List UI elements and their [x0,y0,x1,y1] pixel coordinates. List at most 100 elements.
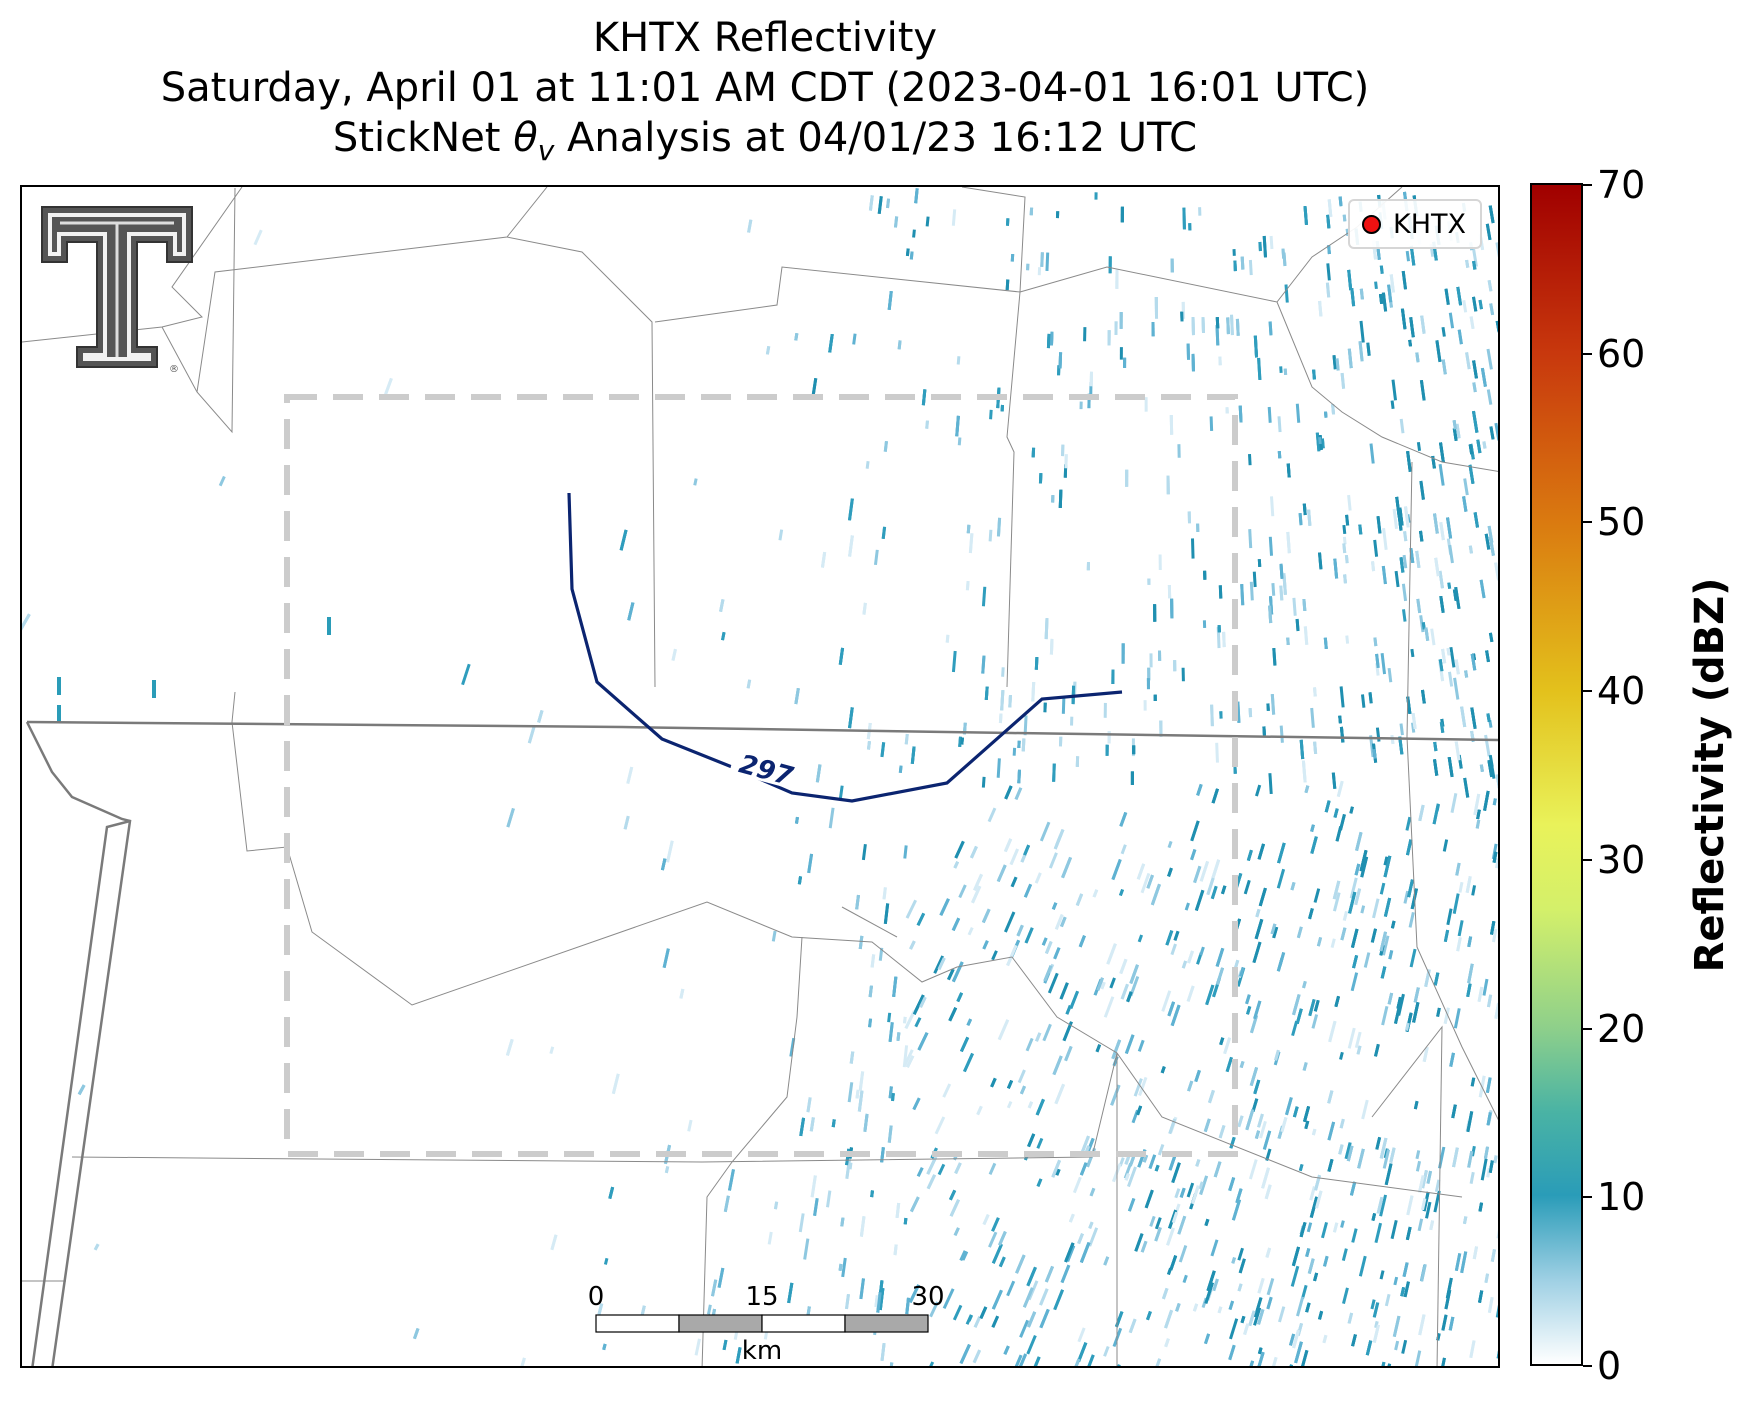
reflectivity-echo [1347,494,1352,511]
reflectivity-echo [1302,599,1307,612]
map-subtitle-datetime: Saturday, April 01 at 11:01 AM CDT (2023… [160,65,1370,111]
reflectivity-echo [1049,331,1054,346]
reflectivity-echo [1103,996,1115,1018]
reflectivity-echo [1265,1148,1272,1161]
reflectivity-echo [1482,978,1489,996]
reflectivity-echo [1182,207,1186,230]
reflectivity-echo [384,377,393,395]
reflectivity-echo [1389,1147,1396,1163]
reflectivity-echo [1187,950,1194,964]
reflectivity-echo [866,741,871,750]
reflectivity-echo [960,737,964,745]
reflectivity-echo [1372,898,1380,919]
reflectivity-echo [1128,1318,1137,1334]
reflectivity-echo [603,1257,609,1265]
reflectivity-echo [1148,1154,1157,1169]
reflectivity-echo [1060,916,1067,928]
map-legend: KHTX [1348,199,1482,249]
reflectivity-echo [877,196,883,214]
reflectivity-echo [1267,406,1272,423]
reflectivity-echo [1405,250,1411,262]
reflectivity-echo [1434,557,1440,577]
reflectivity-echo [1006,1080,1014,1089]
reflectivity-echo [1429,1220,1435,1231]
colorbar-tick-label: 50 [1597,500,1646,545]
reflectivity-echo [1406,451,1412,472]
reflectivity-echo [1324,411,1328,418]
reflectivity-echo [1240,256,1245,270]
reflectivity-echo [1006,944,1018,967]
reflectivity-echo [951,917,961,932]
reflectivity-echo [1043,965,1053,982]
reflectivity-echo [1359,320,1365,343]
reflectivity-echo [747,219,753,233]
map-panel[interactable]: 297 ® 0 15 30 km KHTX [20,185,1500,1368]
reflectivity-echo [1292,1106,1299,1118]
reflectivity-echo [1219,711,1223,719]
reflectivity-echo [1060,1264,1071,1284]
contour-line-297 [567,492,1123,803]
reflectivity-echo [1153,1358,1162,1366]
reflectivity-echo [1235,1188,1243,1204]
reflectivity-echo [1413,1100,1419,1110]
reflectivity-echo [857,1090,864,1112]
reflectivity-echo [1039,1288,1049,1306]
reflectivity-echo [1149,1215,1156,1227]
reflectivity-echo [1190,1185,1200,1205]
reflectivity-echo [1391,379,1398,401]
reflectivity-echo [1276,958,1284,972]
reflectivity-echo [1062,1021,1073,1042]
reflectivity-echo [1416,441,1422,452]
reflectivity-echo [1447,582,1452,589]
reflectivity-echo [1171,1211,1179,1224]
reflectivity-echo [1454,741,1461,761]
map-title: KHTX Reflectivity [592,15,938,61]
reflectivity-echo [778,529,784,541]
reflectivity-echo [1419,530,1424,542]
reflectivity-echo [537,710,544,723]
county-line [1006,291,1021,688]
reflectivity-echo [809,1117,815,1132]
reflectivity-echo [1343,574,1347,584]
reflectivity-echo [1431,455,1436,469]
reflectivity-echo [1118,888,1125,897]
reflectivity-echo [858,1071,865,1091]
theta-subscript: v [537,134,555,167]
reflectivity-echo [1010,254,1015,262]
reflectivity-echo [914,1017,922,1028]
reflectivity-echo [848,707,854,729]
reflectivity-echo [1338,196,1343,207]
reflectivity-echo [1103,1256,1110,1266]
reflectivity-echo [1314,1174,1321,1191]
reflectivity-echo [1190,849,1197,861]
reflectivity-echo [886,198,891,209]
reflectivity-echo [1272,926,1279,939]
reflectivity-echo [883,903,890,925]
reflectivity-echo [1096,977,1104,991]
reflectivity-echo [912,1097,921,1111]
reflectivity-echo [1408,912,1415,928]
reflectivity-echo [518,1357,526,1366]
reflectivity-echo [1121,643,1125,664]
reflectivity-echo [1325,282,1331,298]
reflectivity-echo [1446,647,1451,656]
reflectivity-echo [1350,928,1359,948]
reflectivity-echo [1480,1158,1488,1181]
reflectivity-echo [1471,246,1478,267]
reflectivity-echo [1146,1311,1152,1321]
reflectivity-echo [914,188,919,204]
reflectivity-echo [1271,583,1276,596]
reflectivity-echo [1340,1220,1345,1228]
reflectivity-echo [904,733,909,745]
reflectivity-echo [1243,879,1251,895]
reflectivity-echo [1253,1307,1262,1326]
reflectivity-echo [1026,263,1030,271]
reflectivity-echo [1342,524,1347,535]
reflectivity-echo [1441,1314,1448,1331]
reflectivity-echo [1340,927,1347,941]
reflectivity-echo [1276,868,1286,889]
reflectivity-echo [1478,1202,1484,1212]
reflectivity-echo [711,1279,718,1297]
reflectivity-echo [1235,318,1240,336]
reflectivity-echo [1318,1310,1324,1320]
